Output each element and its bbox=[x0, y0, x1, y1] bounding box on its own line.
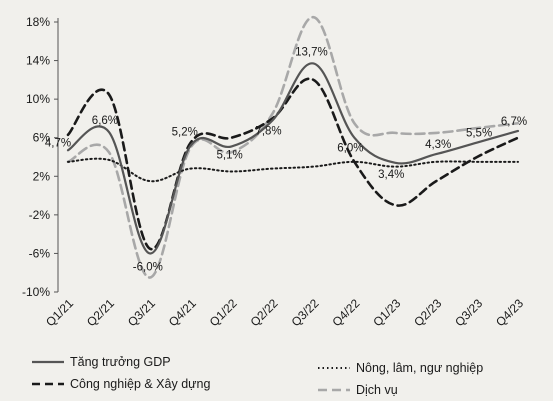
y-tick-label: 6% bbox=[33, 131, 51, 145]
x-tick-label: Q4/21 bbox=[166, 296, 199, 329]
series-line-1 bbox=[66, 77, 520, 251]
data-label: 6,0% bbox=[337, 143, 363, 155]
data-label: 13,7% bbox=[295, 46, 328, 58]
data-label: 4,7% bbox=[45, 137, 71, 149]
axis-group: 18%14%10%6%2%-2%-6%-10%Q1/21 Q2/21 Q3/21 Q4… bbox=[22, 15, 526, 329]
data-label: 5,2% bbox=[172, 126, 198, 138]
data-label: 4,3% bbox=[425, 139, 451, 151]
data-label-group: 4,7% 6,6% -6,0% 5,2% 5,1% 7,8% 13,7% 6,0% 3,4% 4,… bbox=[45, 46, 527, 273]
legend-label-0: Tăng trưởng GDP bbox=[70, 355, 171, 369]
data-label: -6,0% bbox=[133, 261, 163, 273]
legend: Tăng trưởng GDP Nông, lâm, ngư nghiệp Công… bbox=[32, 355, 483, 397]
x-tick-label: Q1/22 bbox=[207, 296, 240, 329]
y-tick-label: -6% bbox=[29, 246, 51, 260]
series-line-3 bbox=[67, 157, 519, 183]
x-tick-label: Q2/23 bbox=[411, 296, 444, 329]
legend-label-2: Dịch vụ bbox=[356, 383, 398, 397]
y-tick-label: 14% bbox=[26, 54, 50, 68]
x-tick-label: Q3/21 bbox=[125, 296, 158, 329]
data-label: 6,7% bbox=[501, 116, 527, 128]
data-label: 7,8% bbox=[255, 125, 281, 137]
series-line-0 bbox=[66, 62, 520, 255]
data-label: 5,5% bbox=[466, 128, 492, 140]
y-tick-label: -10% bbox=[22, 285, 50, 299]
x-tick-label: Q2/21 bbox=[84, 296, 117, 329]
x-tick-label: Q1/23 bbox=[370, 296, 403, 329]
legend-label-1: Công nghiệp & Xây dựng bbox=[70, 377, 210, 391]
series-group bbox=[66, 15, 520, 279]
data-label: 6,6% bbox=[92, 115, 118, 127]
x-tick-label: Q2/22 bbox=[248, 296, 281, 329]
data-label: 3,4% bbox=[378, 169, 404, 181]
y-tick-label: 18% bbox=[26, 15, 50, 29]
x-tick-label: Q3/23 bbox=[452, 296, 485, 329]
data-label: 5,1% bbox=[217, 149, 243, 161]
x-tick-label: Q3/22 bbox=[289, 296, 322, 329]
x-tick-label: Q4/23 bbox=[493, 296, 526, 329]
x-tick-label: Q1/21 bbox=[43, 296, 76, 329]
y-tick-label: -2% bbox=[29, 208, 51, 222]
x-tick-label: Q4/22 bbox=[329, 296, 362, 329]
y-tick-label: 10% bbox=[26, 92, 50, 106]
legend-label-3: Nông, lâm, ngư nghiệp bbox=[356, 361, 483, 375]
y-tick-label: 2% bbox=[33, 169, 51, 183]
series-line-2 bbox=[66, 15, 520, 279]
